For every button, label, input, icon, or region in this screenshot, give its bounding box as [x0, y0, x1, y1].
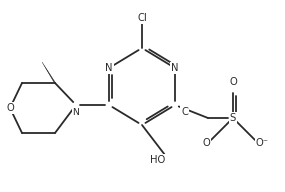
Text: N: N	[171, 63, 179, 73]
Text: C: C	[181, 107, 188, 117]
Text: N: N	[73, 108, 80, 117]
Text: O: O	[229, 77, 237, 87]
Text: O: O	[202, 138, 210, 148]
Text: O: O	[6, 103, 14, 113]
Text: S: S	[230, 113, 236, 123]
Polygon shape	[42, 62, 55, 83]
Text: O⁻: O⁻	[256, 138, 269, 148]
Text: N: N	[105, 63, 113, 73]
Text: Cl: Cl	[137, 13, 147, 23]
Text: HO: HO	[150, 155, 166, 165]
